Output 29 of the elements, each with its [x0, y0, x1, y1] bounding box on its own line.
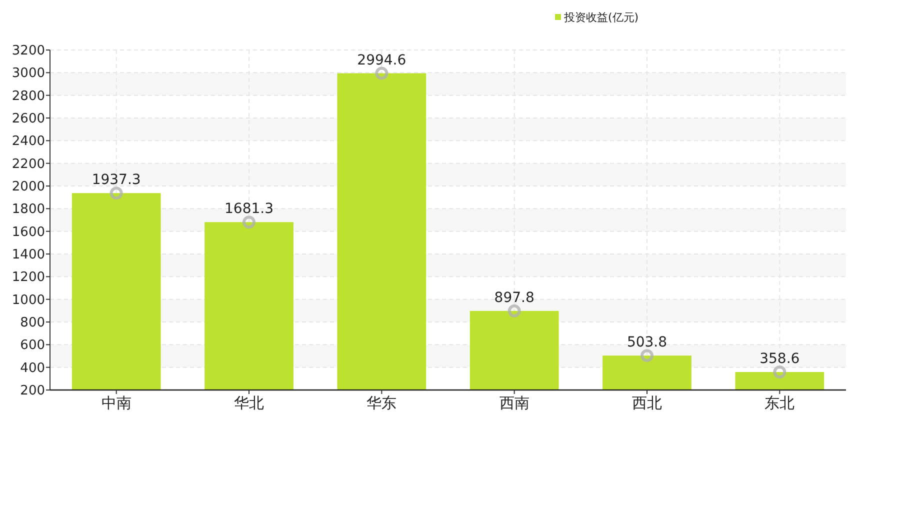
y-tick-label: 2200	[12, 156, 45, 172]
x-tick-label: 东北	[764, 394, 795, 412]
y-tick-label: 2400	[12, 134, 45, 150]
y-tick-label: 2800	[12, 88, 45, 104]
x-tick-label: 西北	[632, 394, 662, 412]
y-tick-label: 800	[20, 316, 45, 331]
y-tick-label: 1600	[12, 224, 45, 240]
legend-label: 投资收益(亿元)	[563, 11, 639, 24]
y-tick-label: 200	[20, 384, 45, 399]
y-tick-label: 1400	[12, 248, 45, 263]
y-tick-label: 1000	[12, 292, 45, 308]
y-tick-label: 2000	[12, 180, 45, 195]
data-label: 1681.3	[224, 201, 274, 218]
data-label: 358.6	[760, 351, 800, 368]
y-tick-label: 400	[20, 360, 45, 376]
data-label: 1937.3	[92, 172, 141, 188]
x-tick-label: 西南	[499, 394, 530, 412]
y-tick-label: 2600	[12, 112, 45, 127]
data-label: 897.8	[494, 290, 534, 306]
y-tick-label: 600	[20, 338, 45, 354]
data-label: 2994.6	[357, 52, 406, 68]
y-tick-label: 3200	[12, 44, 45, 59]
y-tick-label: 1800	[12, 202, 45, 218]
data-label: 503.8	[626, 334, 668, 351]
y-tick-label: 1200	[12, 270, 45, 286]
x-tick-label: 华东	[366, 394, 397, 412]
y-tick-label: 3000	[12, 66, 45, 82]
x-tick-label: 华北	[234, 394, 264, 412]
x-tick-label: 中南	[101, 394, 132, 412]
